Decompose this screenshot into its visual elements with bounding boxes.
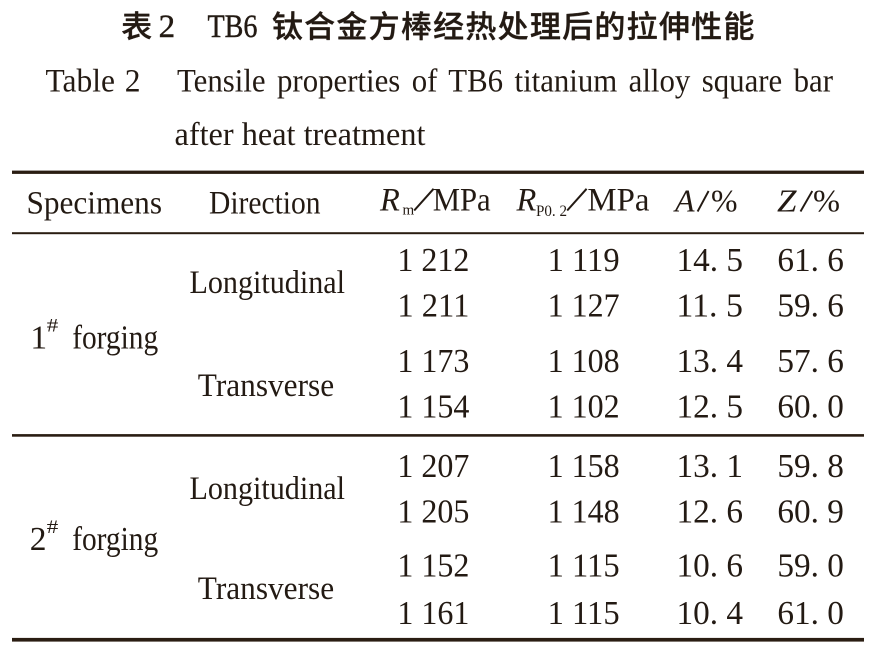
svg-text:forging: forging bbox=[72, 521, 158, 558]
svg-text:1 148: 1 148 bbox=[548, 494, 620, 531]
svg-text:1 115: 1 115 bbox=[548, 595, 620, 632]
svg-text:2: 2 bbox=[159, 9, 176, 45]
svg-text:Longitudinal: Longitudinal bbox=[190, 471, 346, 507]
svg-text:12. 5: 12. 5 bbox=[676, 389, 743, 426]
svg-text:R: R bbox=[379, 182, 400, 218]
svg-text:Tensile properties of TB6 tita: Tensile properties of TB6 titanium alloy… bbox=[177, 64, 833, 100]
svg-text:R: R bbox=[516, 182, 537, 218]
svg-text:Z: Z bbox=[777, 183, 798, 219]
svg-text:Longitudinal: Longitudinal bbox=[190, 265, 346, 301]
svg-text:59. 0: 59. 0 bbox=[777, 548, 844, 585]
svg-text:2: 2 bbox=[30, 521, 47, 558]
svg-text:1 158: 1 158 bbox=[548, 448, 620, 485]
svg-text:m: m bbox=[403, 203, 415, 219]
svg-text:57. 6: 57. 6 bbox=[777, 343, 844, 380]
svg-text:1 152: 1 152 bbox=[397, 548, 469, 585]
svg-text:1 102: 1 102 bbox=[548, 389, 620, 426]
svg-text:11. 5: 11. 5 bbox=[676, 288, 743, 325]
svg-text:TB6: TB6 bbox=[208, 9, 258, 45]
svg-text:after heat treatment: after heat treatment bbox=[175, 117, 426, 153]
svg-text:P0. 2: P0. 2 bbox=[536, 203, 567, 220]
svg-text:%: % bbox=[711, 183, 738, 219]
svg-text:MPa: MPa bbox=[587, 182, 649, 218]
svg-text:61. 6: 61. 6 bbox=[777, 242, 844, 279]
svg-text:61. 0: 61. 0 bbox=[777, 595, 844, 632]
svg-text:Specimens: Specimens bbox=[27, 186, 163, 222]
svg-text:10. 4: 10. 4 bbox=[676, 595, 743, 632]
svg-text:1 115: 1 115 bbox=[548, 548, 620, 585]
svg-text:1 127: 1 127 bbox=[548, 288, 620, 325]
svg-text:1 211: 1 211 bbox=[397, 288, 469, 325]
svg-text:59. 6: 59. 6 bbox=[777, 288, 844, 325]
svg-text:12. 6: 12. 6 bbox=[676, 494, 743, 531]
svg-text:1 154: 1 154 bbox=[397, 389, 469, 426]
svg-text:Transverse: Transverse bbox=[198, 571, 334, 607]
svg-text:Transverse: Transverse bbox=[198, 368, 334, 404]
svg-text:1 161: 1 161 bbox=[397, 595, 469, 632]
svg-text:59. 8: 59. 8 bbox=[777, 448, 844, 485]
svg-text:14. 5: 14. 5 bbox=[676, 242, 743, 279]
svg-text:13. 1: 13. 1 bbox=[676, 448, 743, 485]
svg-text:1 205: 1 205 bbox=[397, 494, 469, 531]
svg-text:MPa: MPa bbox=[433, 182, 491, 218]
svg-text:forging: forging bbox=[72, 320, 158, 357]
svg-text:Table 2: Table 2 bbox=[46, 64, 141, 100]
svg-text:60. 0: 60. 0 bbox=[777, 389, 844, 426]
svg-text:1 108: 1 108 bbox=[548, 343, 620, 380]
svg-text:1: 1 bbox=[30, 320, 47, 357]
svg-text:1 119: 1 119 bbox=[548, 242, 620, 279]
svg-text:1 207: 1 207 bbox=[397, 448, 469, 485]
svg-text:#: # bbox=[47, 517, 59, 538]
svg-text:13. 4: 13. 4 bbox=[676, 343, 743, 380]
svg-text:%: % bbox=[813, 183, 840, 219]
svg-text:#: # bbox=[47, 316, 59, 337]
svg-text:1 173: 1 173 bbox=[397, 343, 469, 380]
svg-text:1 212: 1 212 bbox=[397, 242, 469, 279]
svg-text:60. 9: 60. 9 bbox=[777, 494, 844, 531]
svg-text:Direction: Direction bbox=[209, 185, 321, 221]
svg-text:A: A bbox=[673, 183, 695, 219]
svg-text:10. 6: 10. 6 bbox=[676, 548, 743, 585]
